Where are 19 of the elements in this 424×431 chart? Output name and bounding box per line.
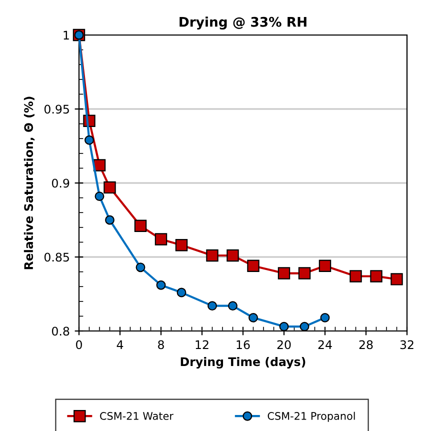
chart-title: Drying @ 33% RH <box>180 16 306 30</box>
legend-label: CSM-21 Water <box>100 412 174 420</box>
x-tick-label: 16 <box>236 340 250 350</box>
x-tick-label: 0 <box>76 340 82 350</box>
y-tick-label: 0.85 <box>44 252 69 262</box>
x-axis-title: Drying Time (days) <box>180 357 306 369</box>
y-tick-label: 1 <box>64 30 69 40</box>
y-axis-title: Relative Saturation, Θ (%) <box>24 96 35 270</box>
x-tick-label: 32 <box>400 340 414 350</box>
y-tick-label: 0.95 <box>44 104 69 114</box>
y-tick-label: 0.9 <box>52 178 70 188</box>
x-tick-label: 28 <box>359 340 373 350</box>
x-tick-label: 4 <box>116 340 124 349</box>
legend-label: CSM-21 Propanol <box>268 412 355 422</box>
y-tick-label: 0.8 <box>52 326 70 336</box>
x-tick-label: 24 <box>318 340 332 349</box>
x-tick-label: 8 <box>158 340 164 350</box>
x-tick-label: 20 <box>277 340 291 350</box>
x-tick-label: 12 <box>196 340 208 349</box>
